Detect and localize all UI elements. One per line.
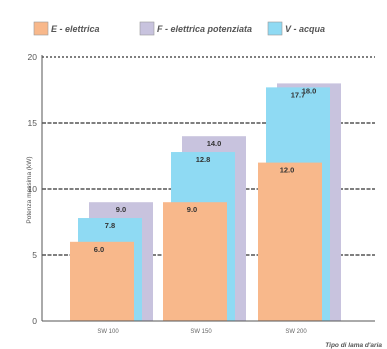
- bar: [70, 241, 134, 321]
- bar: [163, 202, 227, 321]
- y-tick-label: 20: [28, 52, 38, 62]
- data-label: 17.7: [291, 90, 306, 99]
- x-tick-label: SW 100: [97, 329, 119, 335]
- data-label: 6.0: [94, 245, 104, 254]
- x-tick-label: SW 200: [285, 329, 307, 335]
- legend-label: F - elettrica potenziata: [157, 24, 252, 34]
- y-tick-label: 10: [28, 184, 38, 194]
- x-tick-label: SW 150: [190, 329, 212, 335]
- bar: [258, 162, 322, 321]
- data-label: 9.0: [187, 205, 197, 214]
- y-axis-label: Potenza massima (kW): [26, 156, 33, 223]
- legend-swatch: [267, 21, 283, 36]
- legend-swatch: [139, 21, 155, 36]
- data-label: 12.0: [280, 166, 295, 175]
- axes: [41, 55, 375, 322]
- legend-label: E - elettrica: [51, 24, 100, 34]
- data-label: 9.0: [116, 205, 126, 214]
- legend-label: V - acqua: [285, 24, 325, 34]
- data-label: 12.8: [196, 155, 211, 164]
- legend-swatch: [33, 21, 49, 36]
- legend: E - elettrica F - elettrica potenziata V -…: [33, 21, 325, 36]
- y-tick-label: 0: [32, 316, 37, 326]
- data-label: 18.0: [302, 86, 317, 95]
- x-axis-label: Tipo di lama d'aria: [325, 342, 382, 349]
- y-tick-label: 15: [28, 118, 38, 128]
- data-label: 7.8: [105, 221, 115, 230]
- y-tick-label: 5: [32, 250, 37, 260]
- data-label: 14.0: [207, 139, 222, 148]
